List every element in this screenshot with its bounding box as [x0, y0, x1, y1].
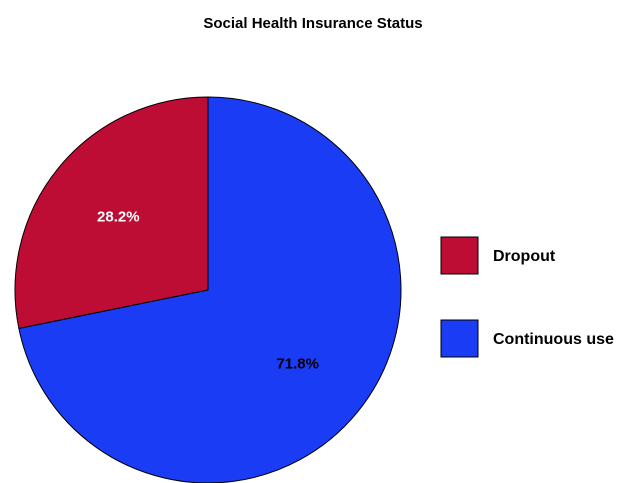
legend: Dropout Continuous use: [440, 236, 614, 358]
pie-slices: [14, 96, 402, 483]
legend-entry-dropout: Dropout: [440, 236, 556, 275]
legend-label-dropout: Dropout: [493, 248, 556, 265]
legend-swatch-dropout: [440, 236, 479, 275]
pie-slice-continuous-use: [18, 96, 402, 483]
pie-slice-labels: 28.2% 71.8%: [97, 209, 319, 373]
pie-slice-dropout: [14, 96, 209, 330]
chart-title: Social Health Insurance Status: [203, 15, 422, 32]
slice-label-dropout: 28.2%: [97, 209, 140, 226]
slice-label-continuous-use: 71.8%: [276, 355, 319, 372]
legend-entry-continuous-use: Continuous use: [440, 319, 614, 358]
legend-swatch-continuous-use: [440, 319, 479, 358]
legend-label-continuous-use: Continuous use: [493, 331, 614, 348]
